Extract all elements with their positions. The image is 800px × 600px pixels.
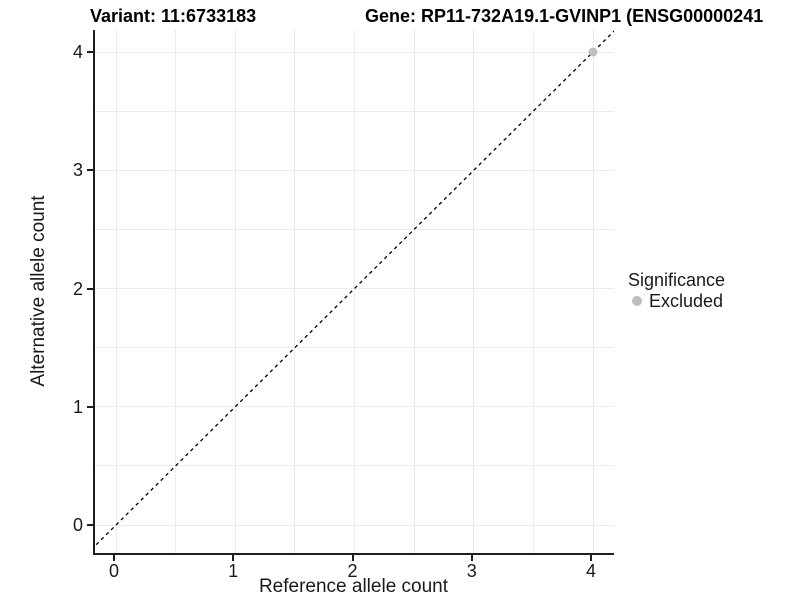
gridline-vertical	[115, 30, 117, 553]
identity-dashed-line	[95, 30, 614, 547]
x-tick-mark	[113, 555, 115, 561]
x-tick-label: 1	[228, 561, 239, 581]
x-tick-mark	[232, 555, 235, 561]
gridline-vertical	[354, 30, 355, 553]
x-tick-mark	[590, 555, 592, 561]
gridline-vertical	[592, 30, 594, 553]
y-tick-label: 3	[72, 160, 83, 181]
x-tick-label: 0	[108, 561, 119, 581]
gene-title: Gene: RP11-732A19.1-GVINP1 (ENSG00000241	[365, 6, 764, 26]
gridline-horizontal	[95, 51, 614, 53]
y-tick-mark	[87, 51, 93, 53]
legend: Significance Excluded	[628, 270, 725, 311]
data-point	[588, 47, 598, 57]
x-tick-mark	[470, 555, 473, 561]
gridline-vertical	[413, 30, 415, 553]
x-tick-mark	[351, 555, 354, 561]
legend-entry-label: Excluded	[649, 291, 724, 311]
x-tick-label: 2	[347, 561, 358, 581]
legend-title: Significance	[628, 270, 726, 290]
y-tick-mark	[87, 287, 93, 290]
y-tick-label: 0	[72, 515, 83, 535]
gridline-horizontal	[95, 169, 614, 171]
y-tick-label: 4	[72, 42, 83, 62]
x-axis-title: Reference allele count	[258, 576, 449, 597]
x-tick-label: 4	[585, 561, 596, 581]
y-tick-mark	[87, 405, 93, 408]
x-tick-label: 3	[466, 561, 477, 581]
plot-panel	[93, 30, 614, 555]
gridline-vertical	[294, 30, 296, 553]
gridline-vertical	[532, 30, 534, 553]
gridline-horizontal	[95, 288, 614, 289]
y-tick-label: 2	[72, 278, 83, 299]
gridline-vertical	[175, 30, 177, 553]
y-tick-label: 1	[72, 396, 83, 417]
variant-title: Variant: 11:6733183	[90, 6, 257, 26]
identity-line-layer	[95, 30, 614, 547]
legend-entry-excluded: Excluded	[628, 291, 725, 311]
gridline-horizontal	[95, 228, 614, 230]
y-tick-mark	[87, 524, 93, 526]
gridline-vertical	[473, 30, 475, 553]
gridline-vertical	[234, 30, 236, 553]
excluded-point-icon	[632, 296, 642, 306]
gridline-horizontal	[95, 110, 614, 112]
y-tick-mark	[87, 169, 93, 172]
